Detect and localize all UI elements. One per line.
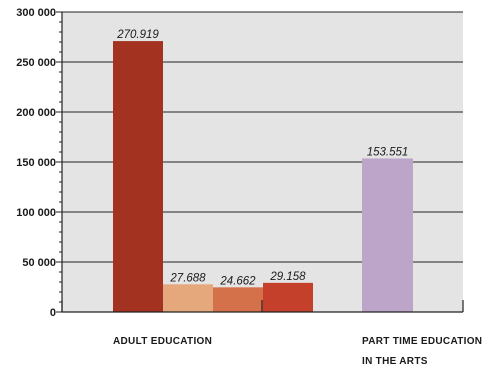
y-tick-label: 300 000 [16, 7, 56, 19]
bar-value-label: 29.158 [269, 271, 306, 283]
y-tick-label: 250 000 [16, 57, 56, 69]
bar-value-label: 153.551 [367, 146, 409, 158]
bar [362, 158, 413, 312]
y-tick-label: 150 000 [16, 157, 56, 169]
category-label: ADULT EDUCATION [113, 336, 212, 347]
category-label: IN THE ARTS [362, 356, 428, 366]
bar [213, 287, 263, 312]
bar [263, 282, 313, 312]
y-tick-label: 100 000 [16, 207, 56, 219]
y-tick-label: 0 [50, 307, 56, 319]
bar-value-label: 27.688 [169, 272, 206, 284]
category-label: PART TIME EDUCATION [362, 336, 482, 347]
bar-value-label: 270.919 [116, 29, 159, 41]
y-tick-label: 200 000 [16, 107, 56, 119]
y-tick-label: 50 000 [22, 257, 56, 269]
bar [113, 41, 163, 313]
bar-value-label: 24.662 [219, 275, 256, 287]
bar [163, 284, 213, 312]
